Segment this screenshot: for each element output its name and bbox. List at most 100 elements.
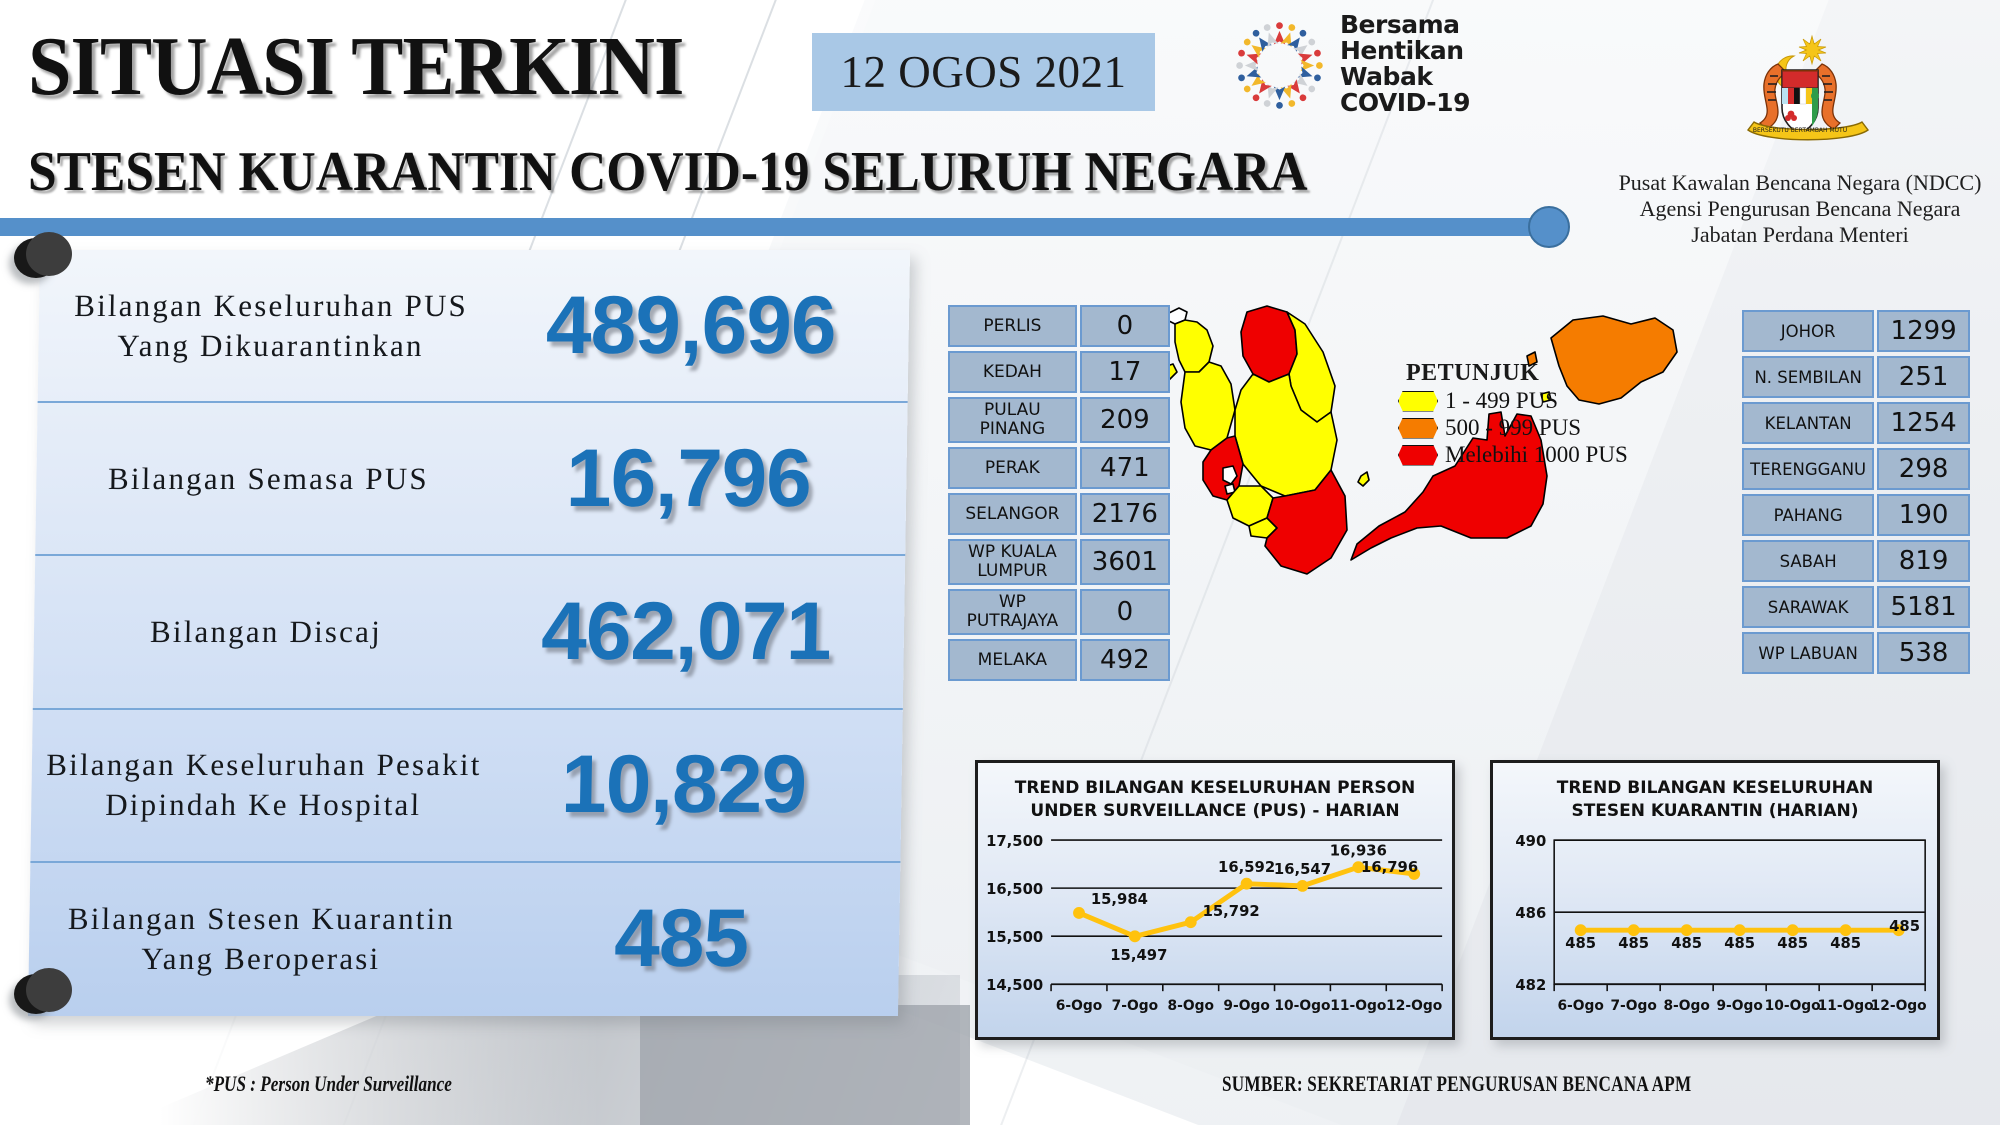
stat-value: 16,796 — [565, 432, 812, 524]
statistics-panel: Bilangan Keseluruhan PUS Yang Dikuaranti… — [27, 250, 911, 1016]
legend-item: 500 - 999 PUS — [1398, 415, 1658, 441]
state-name-cell: WP KUALA LUMPUR — [948, 539, 1077, 585]
covid-people-circle-icon — [1227, 13, 1332, 118]
state-name-cell: PULAU PINANG — [948, 397, 1077, 443]
state-name-cell: PAHANG — [1742, 494, 1875, 536]
data-label: 485 — [1618, 935, 1649, 952]
state-value-cell: 3601 — [1079, 539, 1170, 585]
data-point — [1240, 877, 1253, 890]
state-name-cell: JOHOR — [1742, 310, 1875, 352]
agency-line-1: Pusat Kawalan Bencana Negara (NDCC) — [1618, 170, 1982, 195]
state-value-cell: 1254 — [1877, 402, 1970, 444]
x-axis-tick-label: 12-Ogo — [1386, 998, 1442, 1014]
state-name-cell: N. SEMBILAN — [1742, 356, 1875, 398]
state-name-cell: PERAK — [948, 447, 1077, 489]
state-name-cell: KELANTAN — [1742, 402, 1875, 444]
state-value-cell: 0 — [1079, 589, 1170, 635]
state-value-cell: 819 — [1877, 540, 1970, 582]
stat-value: 462,071 — [540, 585, 832, 677]
date-badge-label: 12 OGOS 2021 — [840, 47, 1127, 97]
legend-label: Melebihi 1000 PUS — [1445, 442, 1628, 467]
map-region-perak — [1180, 361, 1236, 451]
x-axis-tick-label: 7-Ogo — [1610, 998, 1656, 1014]
table-row: PERLIS 0 — [948, 305, 1170, 347]
state-value-cell: 2176 — [1079, 493, 1170, 535]
y-axis-tick-label: 490 — [1515, 833, 1546, 850]
x-axis-tick-label: 9-Ogo — [1223, 998, 1269, 1014]
x-axis-tick-label: 8-Ogo — [1168, 998, 1214, 1014]
stat-row: Bilangan Stesen Kuarantin Yang Beroperas… — [28, 863, 900, 1016]
stat-row: Bilangan Discaj 462,071 — [32, 556, 906, 710]
table-row: MELAKA 492 — [948, 639, 1170, 681]
header-divider — [0, 218, 1558, 236]
map-region-wp-labuan — [1540, 391, 1552, 403]
agency-block: BERSEKUTU BERTAMBAH MUTU Pusat Kawalan B… — [1610, 26, 1990, 247]
state-value-cell: 1299 — [1877, 310, 1970, 352]
x-axis-tick-label: 9-Ogo — [1716, 998, 1762, 1014]
data-label: 16,936 — [1330, 842, 1387, 859]
malaysia-coat-of-arms-icon: BERSEKUTU BERTAMBAH MUTU — [1720, 26, 1880, 166]
data-point — [1184, 916, 1197, 929]
data-point — [1627, 924, 1640, 937]
legend-rows: 1 - 499 PUS 500 - 999 PUS Melebihi 1000 PU… — [1398, 388, 1658, 468]
table-row: KEDAH 17 — [948, 351, 1170, 393]
legend-label: 500 - 999 PUS — [1445, 415, 1582, 440]
x-axis-tick-label: 7-Ogo — [1112, 998, 1158, 1014]
x-axis-tick-label: 6-Ogo — [1056, 998, 1102, 1014]
campaign-line-4: COVID-19 — [1340, 88, 1470, 117]
footnote-pus: *PUS : Person Under Surveillance — [205, 1071, 452, 1096]
state-name-cell: SABAH — [1742, 540, 1875, 582]
data-label: 485 — [1671, 935, 1702, 952]
panel-pin-bottom-icon — [14, 968, 72, 1016]
y-axis-tick-label: 14,500 — [986, 977, 1043, 994]
chart-plot-stesen: 482 486 490 485 485 485 485 485 485 485 6-Ogo 7-Ogo… — [1493, 823, 1937, 1029]
data-point — [1680, 924, 1693, 937]
y-axis-tick-label: 482 — [1515, 977, 1546, 994]
legend-swatch-icon — [1398, 390, 1438, 412]
panel-pin-top-icon — [14, 232, 72, 280]
state-value-cell: 209 — [1079, 397, 1170, 443]
data-point — [1786, 924, 1799, 937]
map-region-wp-kuala-lumpur — [1222, 465, 1238, 485]
stat-label: Bilangan Semasa PUS — [107, 460, 430, 496]
date-badge: 12 OGOS 2021 — [812, 33, 1155, 111]
stat-label: Bilangan Keseluruhan PUS Yang Dikuaranti… — [73, 287, 469, 363]
state-value-cell: 538 — [1877, 632, 1970, 674]
state-value-cell: 17 — [1079, 351, 1170, 393]
legend-item: 1 - 499 PUS — [1398, 388, 1658, 414]
table-row: KELANTAN 1254 — [1742, 402, 1970, 444]
legend-swatch-icon — [1398, 417, 1438, 439]
svg-text:BERSEKUTU BERTAMBAH MUTU: BERSEKUTU BERTAMBAH MUTU — [1753, 127, 1847, 134]
state-value-cell: 0 — [1079, 305, 1170, 347]
state-table-east: JOHOR 1299 N. SEMBILAN 251 KELANTAN 1254 TEREN… — [1742, 310, 1970, 678]
stat-label: Bilangan Discaj — [149, 613, 383, 649]
campaign-line-1: Bersama — [1340, 10, 1460, 39]
campaign-line-3: Wabak — [1340, 62, 1433, 91]
data-label: 485 — [1724, 935, 1755, 952]
state-name-cell: KEDAH — [948, 351, 1077, 393]
state-name-cell: TERENGGANU — [1742, 448, 1875, 490]
data-label: 485 — [1565, 935, 1596, 952]
footnote-source: SUMBER: SEKRETARIAT PENGURUSAN BENCANA A… — [1222, 1071, 1692, 1096]
data-point — [1073, 907, 1085, 919]
stat-row: Bilangan Keseluruhan PUS Yang Dikuaranti… — [37, 250, 911, 404]
table-row: PULAU PINANG 209 — [948, 397, 1170, 443]
agency-line-3: Jabatan Perdana Menteri — [1691, 222, 1909, 247]
map-region-johor — [1264, 469, 1348, 575]
x-axis-tick-label: 11-Ogo — [1330, 998, 1386, 1014]
data-point — [1892, 924, 1905, 937]
state-value-cell: 298 — [1877, 448, 1970, 490]
campaign-logo: Bersama Hentikan Wabak COVID-19 — [1227, 10, 1487, 120]
state-name-cell: WP LABUAN — [1742, 632, 1875, 674]
table-row: PAHANG 190 — [1742, 494, 1970, 536]
table-row: N. SEMBILAN 251 — [1742, 356, 1970, 398]
data-point — [1296, 879, 1309, 892]
state-name-cell: SARAWAK — [1742, 586, 1875, 628]
data-point — [1839, 924, 1852, 937]
state-value-cell: 5181 — [1877, 586, 1970, 628]
data-label: 15,792 — [1203, 903, 1260, 920]
table-row: SELANGOR 2176 — [948, 493, 1170, 535]
table-row: JOHOR 1299 — [1742, 310, 1970, 352]
stat-row: Bilangan Keseluruhan Pesakit Dipindah Ke… — [30, 709, 903, 863]
data-point — [1128, 930, 1141, 943]
